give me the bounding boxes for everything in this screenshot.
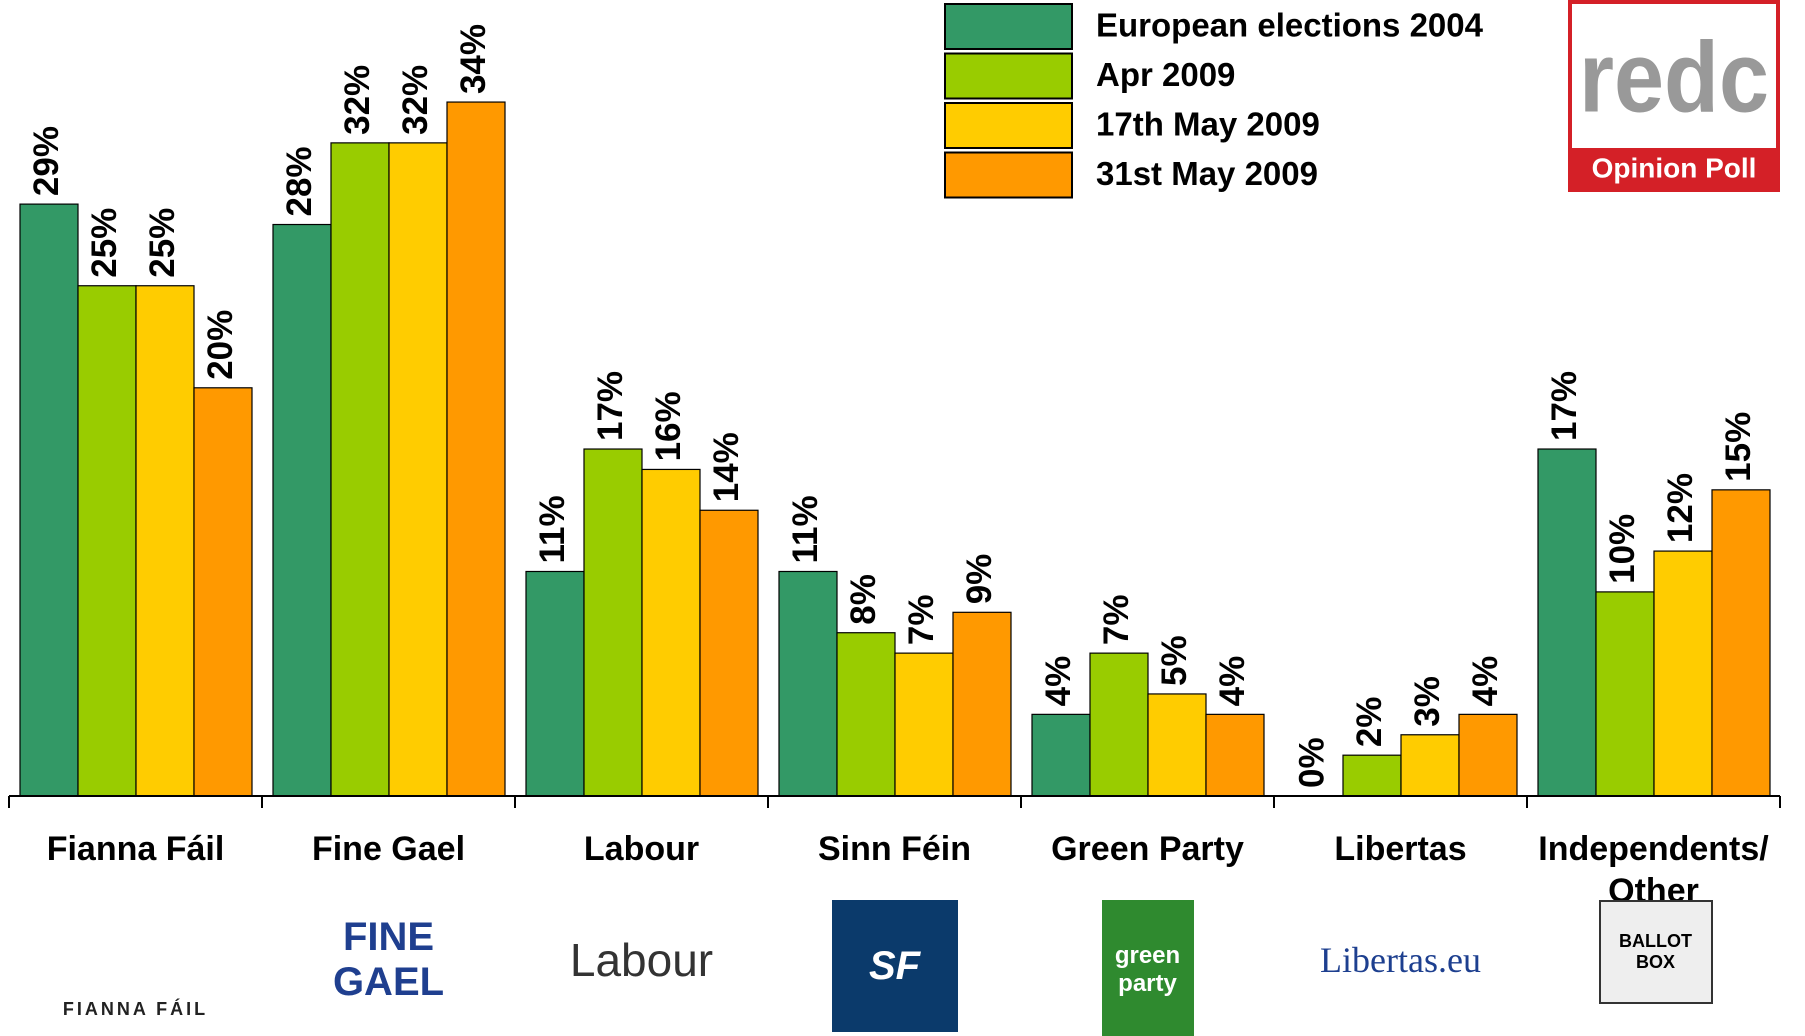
bar [836, 632, 896, 797]
value-label: 29% [27, 126, 66, 196]
x-tick-label: Labour [583, 830, 700, 868]
value-label: 11% [533, 495, 572, 563]
legend-label: European elections 2004 [1096, 7, 1484, 44]
bar [193, 387, 253, 797]
bar [135, 285, 195, 797]
x-tick-label: Libertas [1334, 830, 1467, 868]
bar [1342, 754, 1402, 797]
bar [1595, 591, 1655, 797]
value-label: 8% [844, 574, 883, 625]
bar [272, 223, 332, 797]
bar [1031, 713, 1091, 797]
legend-label: Apr 2009 [1096, 56, 1235, 93]
bar [446, 101, 506, 797]
brand-band [1570, 148, 1778, 190]
value-label: 4% [1213, 656, 1252, 707]
bar [1400, 734, 1460, 797]
bar [699, 509, 759, 797]
bar [894, 652, 954, 797]
value-label: 0% [1292, 737, 1331, 788]
x-tick-label: Fianna Fáil [46, 830, 225, 868]
value-label: 20% [201, 310, 240, 380]
bar [1147, 693, 1207, 797]
party-logo: FINE GAEL [332, 915, 445, 1004]
legend-swatch [944, 151, 1073, 199]
value-label: 4% [1039, 656, 1078, 707]
party-logo: FIANNA FÁIL [62, 999, 209, 1019]
value-label: 32% [338, 65, 377, 135]
bar [641, 468, 701, 797]
value-label: 5% [1155, 635, 1194, 686]
value-label: 2% [1350, 697, 1389, 748]
bar [19, 203, 79, 797]
value-label: 4% [1466, 656, 1505, 707]
bar [952, 611, 1012, 797]
party-logo: SF [831, 900, 958, 1032]
party-logo: Labour [569, 934, 714, 986]
bar [77, 285, 137, 797]
x-tick-label: Fine Gael [311, 830, 466, 868]
value-label: 12% [1661, 473, 1700, 543]
value-label: 7% [1097, 595, 1136, 646]
value-label: 7% [902, 595, 941, 646]
bar [388, 142, 448, 797]
value-label: 15% [1719, 412, 1758, 482]
x-tick-label: Green Party [1051, 830, 1244, 868]
bar [1653, 550, 1713, 797]
bar [1537, 448, 1597, 797]
value-label: 17% [591, 371, 630, 441]
value-label: 32% [396, 65, 435, 135]
bar [1458, 713, 1518, 797]
value-label: 16% [649, 391, 688, 461]
x-tick-label: Independents/ Other [1538, 830, 1769, 910]
value-label: 28% [280, 146, 319, 216]
value-label: 25% [85, 208, 124, 278]
legend-swatch [944, 3, 1073, 50]
bar [330, 142, 390, 797]
value-label: 9% [960, 554, 999, 605]
party-logo: BALLOT BOX [1598, 900, 1713, 1004]
value-label: 34% [454, 24, 493, 94]
value-label: 3% [1408, 676, 1447, 727]
brand-name: redc [1579, 21, 1769, 133]
bar [525, 570, 585, 797]
value-label: 11% [786, 495, 825, 563]
bar [1205, 713, 1265, 797]
brand-tagline: Opinion Poll [1592, 152, 1757, 183]
legend-label: 17th May 2009 [1096, 106, 1320, 143]
value-label: 10% [1603, 514, 1642, 584]
bar [1089, 652, 1149, 797]
party-logo: Libertas.eu [1320, 940, 1481, 980]
legend-swatch [944, 52, 1073, 100]
legend-swatch [944, 102, 1073, 149]
party-logo: green party [1101, 900, 1194, 1036]
bar [1711, 489, 1771, 797]
bar [583, 448, 643, 797]
legend-label: 31st May 2009 [1096, 155, 1318, 192]
bar [778, 570, 838, 797]
x-tick-label: Sinn Féin [818, 830, 971, 868]
value-label: 17% [1545, 371, 1584, 441]
value-label: 25% [143, 208, 182, 278]
value-label: 14% [707, 432, 746, 502]
